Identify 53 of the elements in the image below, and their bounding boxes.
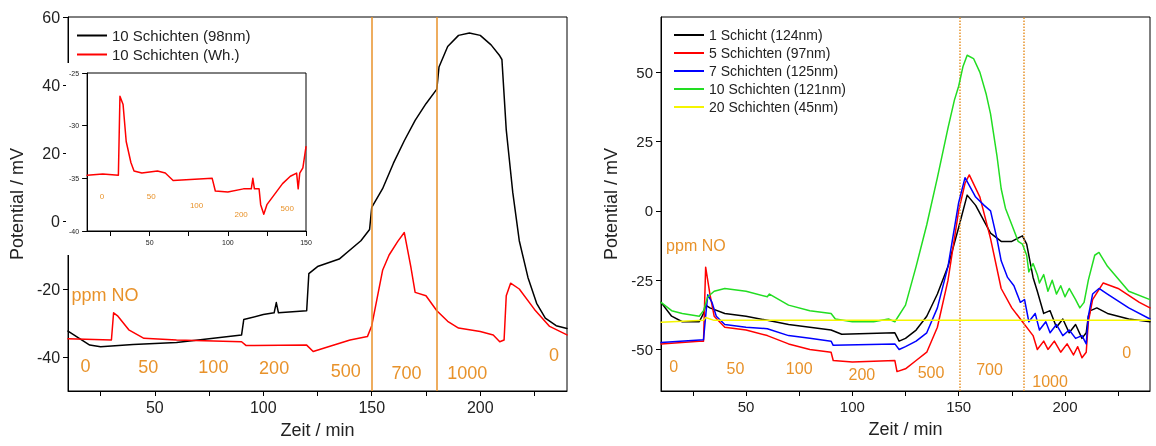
x-tick-label: 200 bbox=[466, 398, 494, 416]
y-tick-label: -40 bbox=[36, 348, 61, 366]
annotation: 500 bbox=[917, 364, 945, 382]
annotation: 0 bbox=[548, 345, 559, 366]
x-axis-title: Zeit / min bbox=[280, 420, 355, 441]
y-tick-label: 60 bbox=[42, 8, 61, 26]
x-tick-label: 150 bbox=[946, 398, 972, 415]
y-tick-label: -50 bbox=[631, 340, 653, 358]
y-tick-label: -20 bbox=[36, 280, 61, 298]
x-axis-title: Zeit / min bbox=[868, 418, 943, 439]
y-tick-label: 25 bbox=[636, 133, 653, 151]
x-tick-label: 200 bbox=[1052, 398, 1078, 415]
annotation: 0 bbox=[669, 357, 679, 375]
annotation: 1000 bbox=[447, 362, 488, 383]
y-axis-title: Potential / mV bbox=[7, 147, 27, 261]
line-series bbox=[86, 95, 307, 215]
y-axis-title: Potential / mV bbox=[601, 147, 622, 261]
annotation: 200 bbox=[259, 358, 290, 379]
legend-label: 1 Schicht (124nm) bbox=[709, 27, 823, 43]
legend-label: 10 Schichten (98nm) bbox=[112, 27, 251, 44]
y-tick-label: -25 bbox=[631, 271, 653, 289]
legend-label: 5 Schichten (97nm) bbox=[709, 45, 831, 61]
legend-label: 20 Schichten (45nm) bbox=[709, 99, 839, 115]
y-tick-label: 20 bbox=[42, 144, 61, 162]
annotation: 0 bbox=[1122, 343, 1132, 361]
annotation: 100 bbox=[198, 357, 229, 378]
y-tick-label: 50 bbox=[636, 63, 653, 81]
annotation: 50 bbox=[138, 357, 159, 378]
annotation: 500 bbox=[280, 204, 295, 214]
annotation: 100 bbox=[785, 360, 813, 378]
x-tick-label: 150 bbox=[358, 398, 386, 416]
legend-label: 10 Schichten (Wh.) bbox=[112, 46, 240, 63]
annotation: 200 bbox=[848, 365, 876, 383]
legend-label: 10 Schichten (121nm) bbox=[709, 81, 846, 97]
legend-label: 7 Schichten (125nm) bbox=[709, 63, 839, 79]
y-tick-label: 0 bbox=[51, 212, 61, 230]
annotation: 100 bbox=[189, 201, 204, 211]
annotation: 1000 bbox=[1032, 372, 1068, 390]
annotation: ppm NO bbox=[71, 284, 139, 305]
annotation: ppm NO bbox=[666, 236, 726, 254]
x-tick-label: 100 bbox=[839, 398, 865, 415]
annotation: 700 bbox=[976, 361, 1003, 379]
x-tick-label: 50 bbox=[145, 398, 164, 416]
x-tick-label: 100 bbox=[249, 398, 277, 416]
annotation: 50 bbox=[726, 360, 745, 378]
annotation: 50 bbox=[146, 191, 157, 201]
annotation: 700 bbox=[391, 362, 422, 383]
y-tick-label: 40 bbox=[42, 76, 61, 94]
annotation: 500 bbox=[330, 360, 361, 381]
annotation: 200 bbox=[234, 209, 249, 219]
y-tick-label: 0 bbox=[644, 202, 653, 220]
annotation: 0 bbox=[99, 191, 105, 201]
x-tick-label: 50 bbox=[737, 398, 755, 415]
